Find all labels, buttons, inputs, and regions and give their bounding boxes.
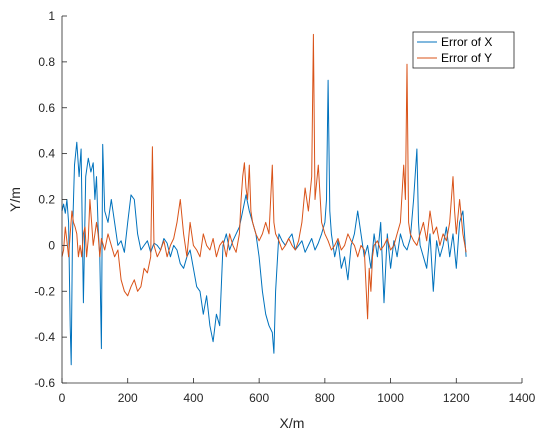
y-tick-label: 1: [48, 9, 55, 23]
x-tick-label: 200: [118, 391, 138, 405]
x-tick-label: 1200: [443, 391, 470, 405]
y-tick-label: -0.2: [34, 284, 55, 298]
axes-layer: 0 200 400 600 800 1000 1200 1400 -0.6 -0.4 -0.2 0 0.…: [34, 9, 535, 405]
plot-area: [62, 16, 522, 383]
legend-label-error-x: Error of X: [441, 35, 492, 49]
x-tick-label: 800: [315, 391, 335, 405]
y-tick-label: 0.4: [38, 147, 55, 161]
legend: Error of X Error of Y: [412, 31, 515, 69]
series-layer: [61, 33, 467, 366]
y-tick-label: 0: [48, 238, 55, 252]
x-axis-title: X/m: [280, 415, 305, 431]
x-tick-label: 1400: [509, 391, 536, 405]
y-tick-label: 0.8: [38, 55, 55, 69]
y-axis-title: Y/m: [7, 187, 23, 212]
series-line-error-y: [61, 33, 467, 320]
legend-label-error-y: Error of Y: [441, 51, 492, 65]
y-tick-label: -0.4: [34, 330, 55, 344]
x-tick-label: 0: [59, 391, 66, 405]
y-tick-label: 0.6: [38, 101, 55, 115]
x-tick-label: 600: [249, 391, 269, 405]
y-tick-label: 0.2: [38, 193, 55, 207]
legend-box: [412, 31, 515, 69]
x-tick-label: 400: [183, 391, 203, 405]
y-tick-label: -0.6: [34, 376, 55, 390]
x-tick-label: 1000: [377, 391, 404, 405]
